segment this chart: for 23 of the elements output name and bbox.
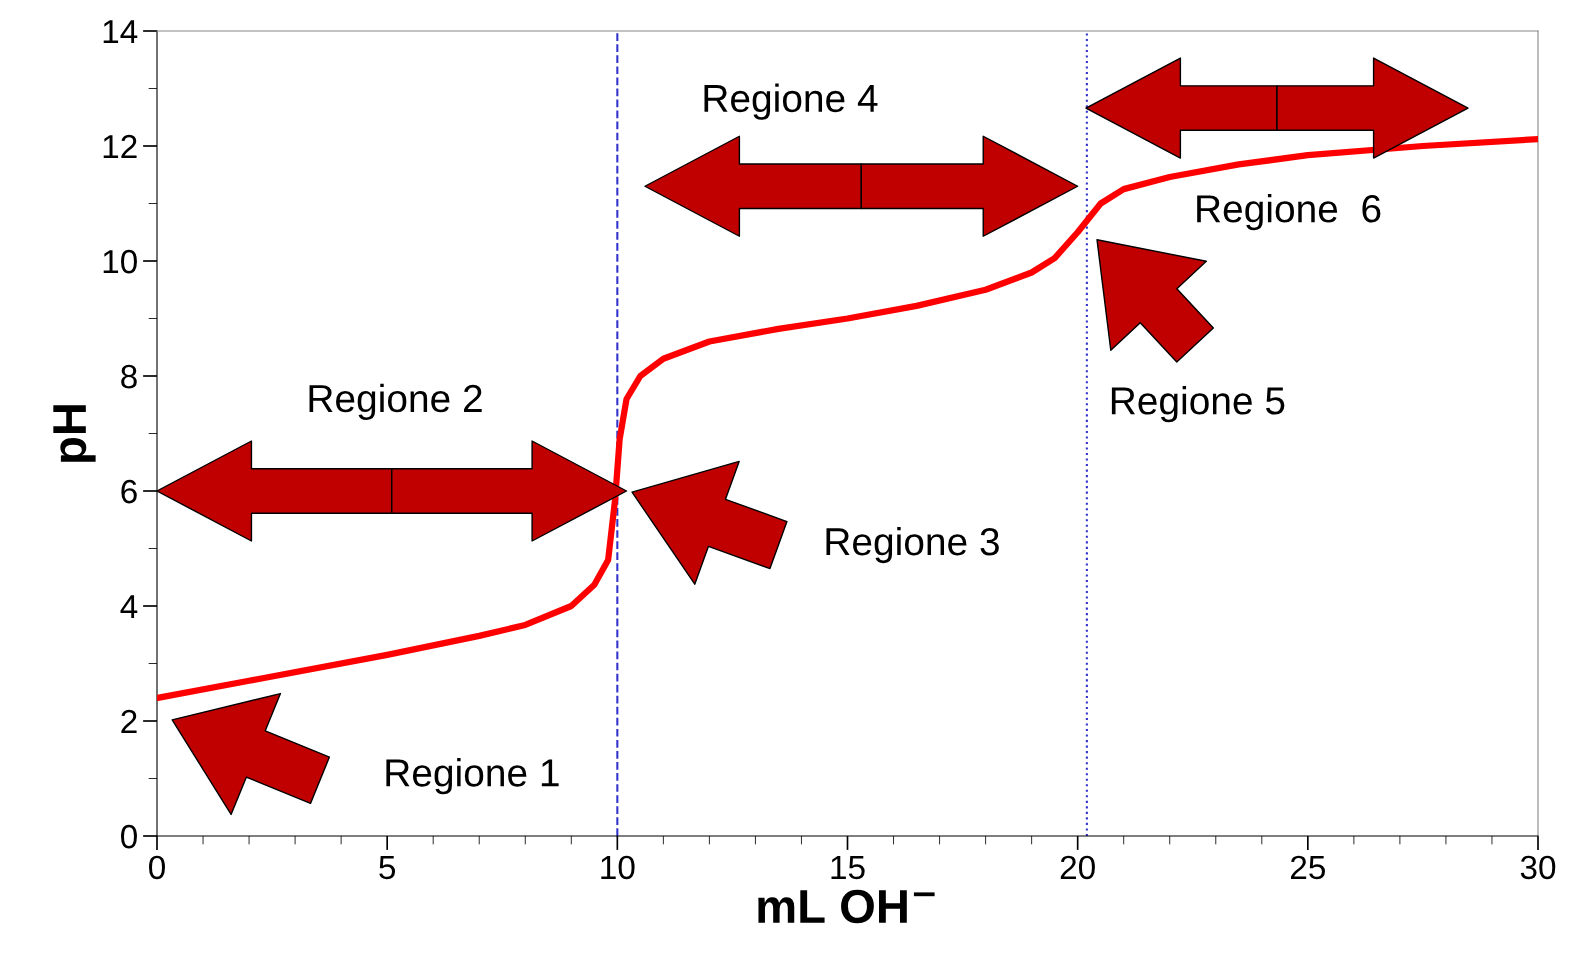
annotation: Regione 2 — [309, 383, 482, 420]
x-tick-label: 10 — [601, 855, 635, 880]
annotation: Regione 6 — [1197, 194, 1381, 231]
y-tick-label: 10 — [103, 249, 137, 274]
x-tick-label: 0 — [149, 855, 165, 880]
annotation: Regione 4 — [704, 83, 878, 120]
annotation: Regione 3 — [826, 526, 999, 564]
y-axis-title: pH — [53, 405, 96, 462]
x-tick-label: 5 — [379, 855, 396, 880]
y-tick-label: 12 — [103, 134, 137, 159]
y-tick-label: 0 — [121, 824, 137, 849]
x-axis-title: mL OH$^{−}$ — [758, 889, 935, 924]
x-tick-label: 20 — [1060, 855, 1095, 880]
annotation: Regione 1 — [386, 758, 559, 795]
y-tick-label: 4 — [120, 595, 138, 619]
x-tick-label: 25 — [1290, 855, 1325, 880]
annotation: Regione 5 — [1111, 386, 1285, 423]
y-tick-label: 14 — [103, 20, 138, 44]
x-tick-label: 15 — [831, 855, 865, 880]
y-tick-label: 8 — [121, 364, 137, 389]
y-tick-label: 6 — [121, 479, 137, 504]
x-tick-label: 30 — [1520, 855, 1556, 880]
y-tick-label: 2 — [121, 709, 137, 734]
